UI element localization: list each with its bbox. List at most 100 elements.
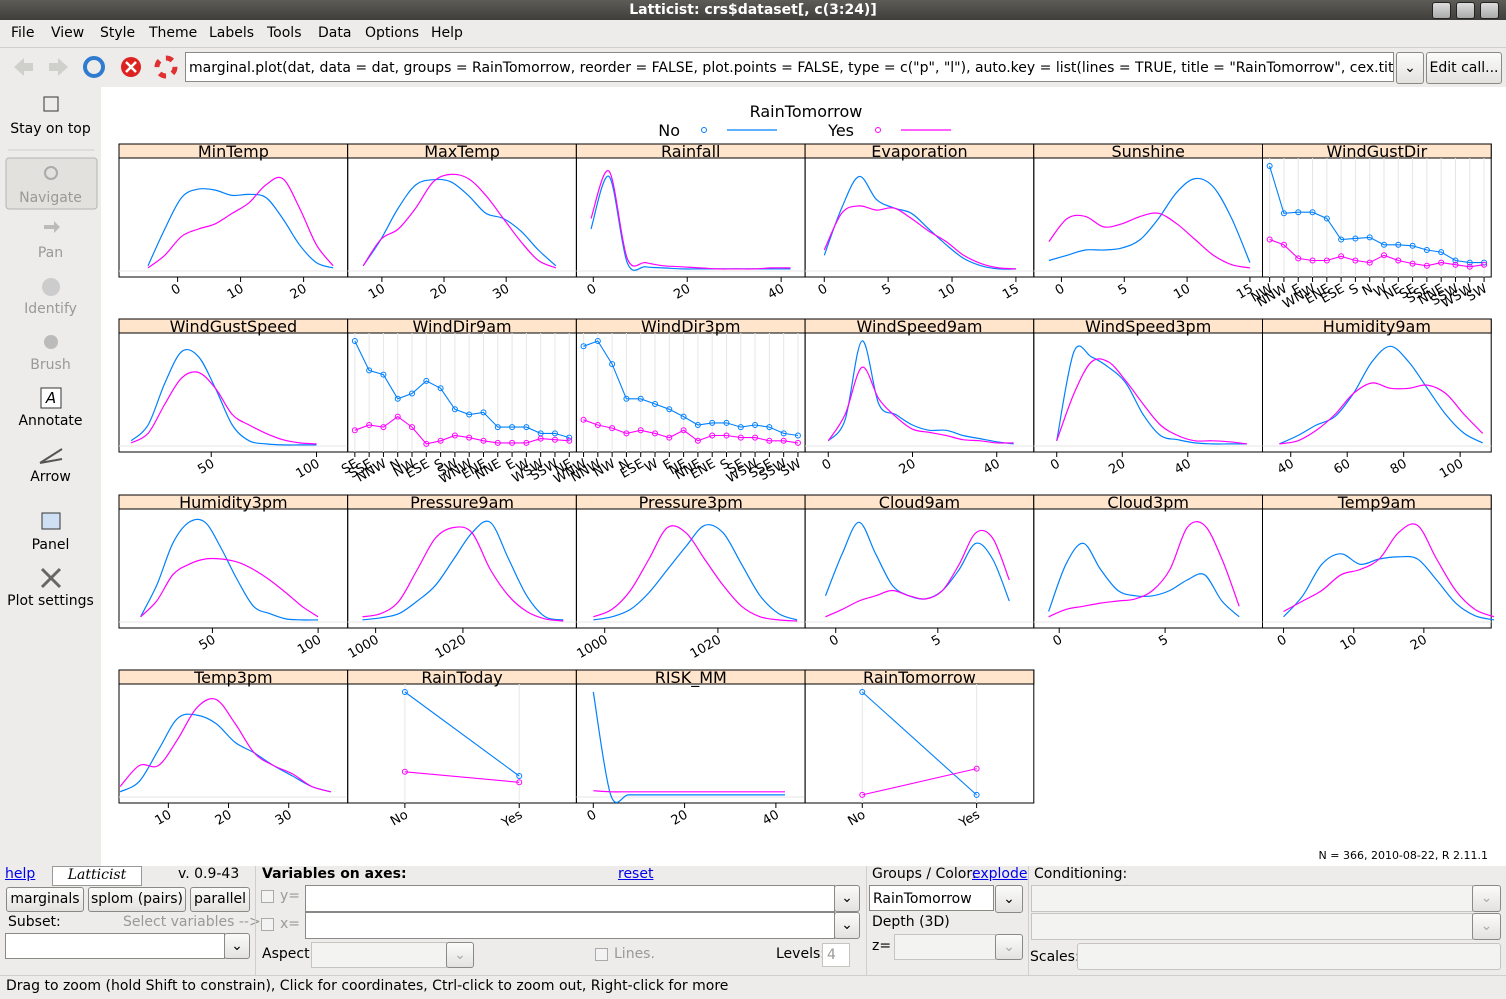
- parallel-label: parallel: [193, 891, 247, 907]
- group-point: [451, 432, 458, 439]
- x-input[interactable]: [305, 912, 835, 939]
- subset-input[interactable]: [5, 933, 225, 959]
- group-point: [351, 338, 358, 344]
- menu-item[interactable]: Tools: [267, 25, 302, 41]
- x-tick-label: 40: [1172, 456, 1194, 477]
- stay-on-top[interactable]: Stay on top: [10, 121, 91, 137]
- group-point: [1323, 257, 1330, 264]
- groups-input[interactable]: RainTomorrow: [869, 885, 994, 911]
- x-tick-label: No: [388, 807, 411, 829]
- version: v. 0.9-43: [178, 866, 240, 882]
- aspect-dropdown[interactable]: ⌄: [446, 942, 474, 968]
- group-point: [780, 437, 787, 444]
- strip-title: Humidity9am: [1323, 317, 1431, 336]
- group-point: [652, 401, 659, 407]
- x-tick-label: 1000: [575, 632, 611, 662]
- reset-link[interactable]: reset: [618, 866, 654, 882]
- group-point: [1280, 210, 1287, 217]
- pan[interactable]: Pan: [37, 245, 64, 261]
- legend-point: [701, 127, 707, 133]
- help-link[interactable]: help: [5, 866, 36, 882]
- group-point: [1409, 242, 1416, 249]
- arrow[interactable]: Arrow: [30, 469, 71, 485]
- group-point: [1352, 257, 1359, 264]
- annotate[interactable]: Annotate: [18, 413, 83, 429]
- y-checkbox[interactable]: [261, 890, 274, 903]
- explode-link[interactable]: explode: [972, 866, 1028, 882]
- plot-settings-icon: [40, 567, 62, 589]
- x-tick-label: 100: [295, 632, 324, 657]
- levels-input[interactable]: 4: [822, 943, 850, 967]
- conditioning-dropdown-1[interactable]: ⌄: [1472, 885, 1501, 912]
- subset-dropdown[interactable]: ⌄: [224, 933, 250, 959]
- call-input[interactable]: marginal.plot(dat, data = dat, groups = …: [185, 52, 1394, 82]
- strip-title: Rainfall: [661, 142, 720, 161]
- forward-icon[interactable]: [49, 58, 68, 76]
- y-dropdown[interactable]: ⌄: [834, 885, 860, 912]
- identify[interactable]: Identify: [24, 301, 77, 317]
- z-input[interactable]: [894, 934, 996, 960]
- group-point: [423, 440, 430, 447]
- x-checkbox[interactable]: [261, 918, 274, 931]
- x-tick-label: 0: [1048, 456, 1063, 473]
- group-line: [1269, 238, 1485, 268]
- group-point: [737, 424, 744, 431]
- group-point: [1481, 261, 1488, 268]
- brush[interactable]: Brush: [30, 357, 71, 373]
- help-icon[interactable]: [154, 55, 178, 79]
- group-line: [583, 419, 799, 444]
- depth-label: Depth (3D): [872, 914, 950, 930]
- aspect-input[interactable]: [311, 942, 447, 968]
- strip-title: Evaporation: [871, 142, 967, 161]
- marginals-button[interactable]: marginals: [6, 887, 84, 912]
- x-tick-label: 0: [1053, 281, 1068, 298]
- groups-dropdown[interactable]: ⌄: [995, 885, 1023, 913]
- navigate[interactable]: Navigate: [19, 190, 82, 206]
- x-dropdown[interactable]: ⌄: [834, 912, 860, 939]
- call-history-dropdown[interactable]: ⌄: [1396, 52, 1424, 84]
- strip-title: WindSpeed3pm: [1085, 317, 1211, 336]
- select-variables[interactable]: Select variables -->: [123, 914, 261, 930]
- refresh-icon[interactable]: [83, 56, 105, 78]
- edit-call-button[interactable]: Edit call...: [1426, 52, 1502, 84]
- group-point: [609, 361, 616, 368]
- x-tick-label: 1000: [345, 632, 381, 662]
- z-dropdown[interactable]: ⌄: [995, 934, 1023, 960]
- group-point: [1295, 209, 1302, 216]
- menu-item[interactable]: Labels: [209, 25, 255, 41]
- maximize-button[interactable]: [1456, 2, 1475, 19]
- panel-icon: [41, 512, 61, 530]
- conditioning-dropdown-2[interactable]: ⌄: [1472, 913, 1501, 940]
- strip: [804, 669, 1035, 685]
- group-point: [566, 434, 573, 441]
- menu-item[interactable]: Theme: [149, 25, 198, 41]
- menu-item[interactable]: Data: [318, 25, 352, 41]
- panel: MaxTemp 10 20 30: [347, 142, 577, 303]
- menu-item[interactable]: Options: [365, 25, 420, 41]
- group-line: [862, 768, 977, 796]
- scales-select[interactable]: [1077, 943, 1501, 970]
- menu-item[interactable]: File: [11, 25, 35, 41]
- group-point: [1452, 257, 1459, 264]
- parallel-button[interactable]: parallel: [190, 887, 250, 912]
- conditioning-input-1[interactable]: [1031, 885, 1473, 912]
- plot-settings[interactable]: Plot settings: [7, 593, 94, 609]
- panel[interactable]: Panel: [31, 537, 70, 553]
- density-curve: [593, 524, 798, 621]
- menu-item[interactable]: View: [51, 25, 85, 41]
- y-input[interactable]: [305, 885, 835, 912]
- density-curve: [119, 698, 331, 793]
- conditioning-input-2[interactable]: [1031, 913, 1473, 940]
- splom-button[interactable]: splom (pairs): [88, 887, 186, 912]
- menu-item[interactable]: Style: [100, 25, 136, 41]
- x-tick-label: 0: [585, 281, 600, 298]
- panel: Sunshine 0 5 10 15: [1033, 142, 1264, 303]
- close-button[interactable]: [1480, 2, 1499, 19]
- lines-checkbox[interactable]: [595, 948, 608, 961]
- x-tick-label: 10: [225, 281, 247, 302]
- minimize-button[interactable]: [1432, 2, 1451, 19]
- panel-frame: [347, 494, 577, 629]
- menu-item[interactable]: Help: [431, 25, 463, 41]
